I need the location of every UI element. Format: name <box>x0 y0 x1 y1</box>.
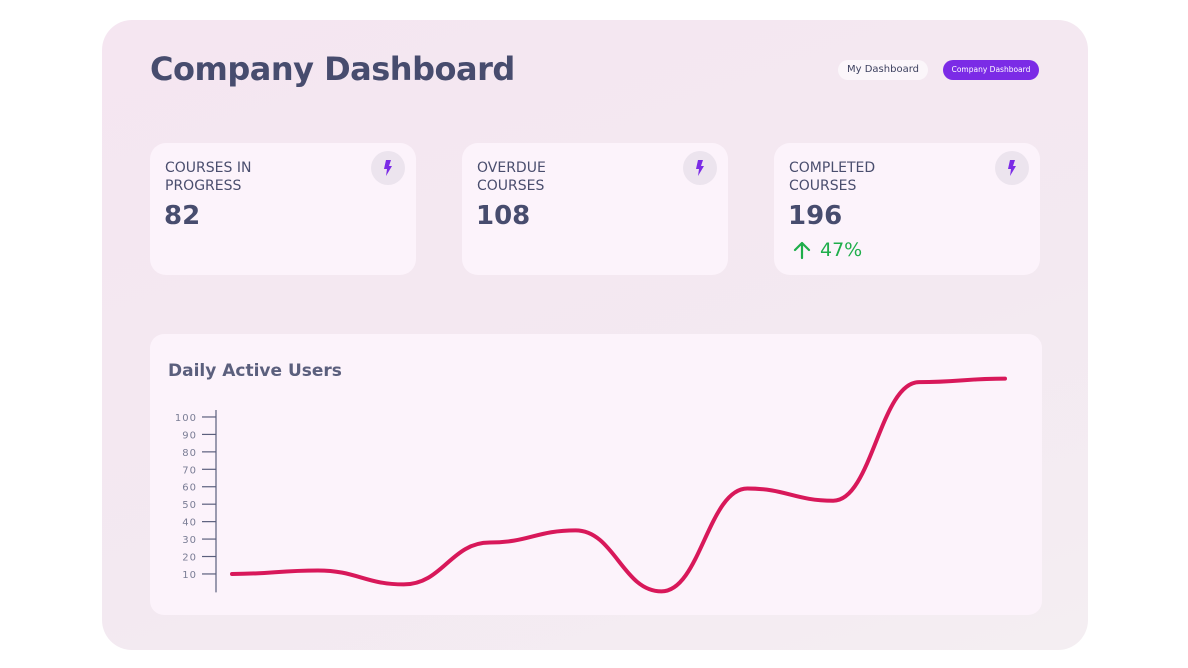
y-tick-label: 20 <box>182 553 197 564</box>
line-chart: Daily Active Users 10 20 30 40 50 60 70 80 90 100 <box>168 361 1007 594</box>
stat-card: OVERDUE COURSES 108 <box>462 143 728 275</box>
up-arrow <box>793 241 811 260</box>
bolt-icon <box>995 151 1029 185</box>
y-tick-label: 30 <box>182 535 197 546</box>
card-value: 82 <box>164 201 201 231</box>
y-tick-label: 50 <box>182 500 197 511</box>
my-dashboard-button[interactable]: My Dashboard <box>838 60 928 80</box>
bolt-icon <box>371 151 405 185</box>
y-tick-label: 70 <box>182 465 197 476</box>
card-label: COMPLETED COURSES <box>789 160 876 194</box>
company-dashboard-button[interactable]: Company Dashboard <box>943 60 1039 80</box>
card-label: COURSES IN PROGRESS <box>165 160 252 194</box>
page-title: Company Dashboard <box>150 50 515 88</box>
chart-title: Daily Active Users <box>168 361 342 381</box>
bolt-icon <box>683 151 717 185</box>
y-tick-label: 90 <box>182 430 197 441</box>
y-tick-label: 60 <box>182 483 197 494</box>
card-value: 196 <box>788 201 843 231</box>
y-tick-label: 80 <box>182 448 197 459</box>
y-tick-label: 100 <box>175 413 197 424</box>
chart-card: Daily Active Users 10 20 30 40 50 60 70 80 90 100 <box>150 334 1042 615</box>
y-tick-label: 40 <box>182 518 197 529</box>
data-line <box>230 376 1007 594</box>
card-change: 47% <box>792 239 862 261</box>
stat-card: COURSES IN PROGRESS 82 <box>150 143 416 275</box>
stat-card: COMPLETED COURSES 196 47% <box>774 143 1040 275</box>
card-value: 108 <box>476 201 531 231</box>
y-tick-label: 10 <box>182 570 197 581</box>
card-label: OVERDUE COURSES <box>477 160 546 194</box>
change-value: 47% <box>820 239 863 261</box>
